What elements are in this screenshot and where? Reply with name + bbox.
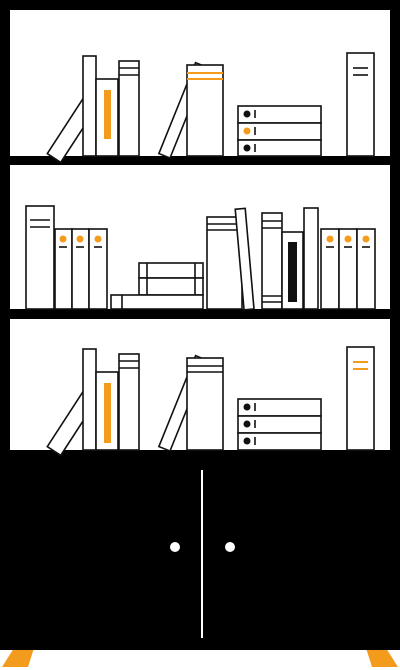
- shelf-board-1: [0, 156, 400, 165]
- dot-icon: [76, 235, 84, 243]
- book: [118, 353, 140, 451]
- shelf-2: [25, 205, 376, 311]
- dot-icon: [59, 235, 67, 243]
- stacked-book: [237, 432, 322, 451]
- book: [82, 348, 97, 451]
- dot-icon: [243, 127, 251, 135]
- right-leg: [366, 648, 398, 667]
- book: [82, 55, 97, 157]
- dot-icon: [94, 235, 102, 243]
- book: [186, 64, 224, 157]
- book: [346, 346, 375, 451]
- dot-icon: [344, 235, 352, 243]
- cabinet-legs: [2, 648, 398, 667]
- leaning-book: [234, 207, 255, 311]
- left-leg: [2, 648, 34, 667]
- frame-left: [0, 0, 10, 650]
- dot-icon: [243, 144, 251, 152]
- book: [25, 205, 55, 310]
- dot-icon: [243, 110, 251, 118]
- cabinet-body: [0, 450, 400, 650]
- book: [356, 228, 376, 310]
- shelf-board-2: [0, 309, 400, 319]
- book-accent-stripe: [104, 383, 111, 443]
- book-dark-stripe: [288, 242, 297, 302]
- book: [88, 228, 108, 310]
- lying-book: [138, 262, 204, 279]
- dot-icon: [362, 235, 370, 243]
- dot-icon: [243, 437, 251, 445]
- book: [186, 357, 224, 451]
- dot-icon: [243, 403, 251, 411]
- cabinet: [0, 450, 400, 650]
- book-accent-stripe: [104, 90, 111, 139]
- frame-right: [390, 0, 400, 650]
- dot-icon: [326, 235, 334, 243]
- left-door-knob[interactable]: [170, 542, 180, 552]
- lying-book: [110, 294, 204, 310]
- bookshelf-frame: [0, 0, 400, 650]
- book: [346, 52, 375, 157]
- stacked-book: [237, 139, 322, 157]
- shelf-3: [46, 346, 375, 457]
- dot-icon: [243, 420, 251, 428]
- book: [118, 60, 140, 157]
- frame-top: [0, 0, 400, 10]
- right-door-knob[interactable]: [225, 542, 235, 552]
- lying-book: [138, 277, 204, 296]
- shelf-1: [46, 52, 375, 164]
- book: [303, 207, 319, 310]
